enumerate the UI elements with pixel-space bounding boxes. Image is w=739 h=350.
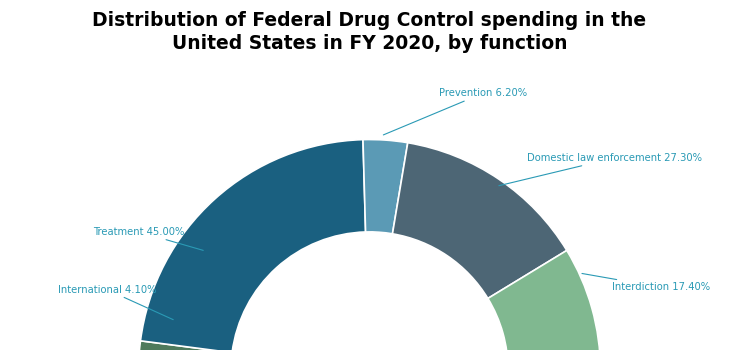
Text: Interdiction 17.40%: Interdiction 17.40% [582,273,710,292]
Wedge shape [488,250,601,350]
Text: Domestic law enforcement 27.30%: Domestic law enforcement 27.30% [499,153,701,186]
Text: Distribution of Federal Drug Control spending in the
United States in FY 2020, b: Distribution of Federal Drug Control spe… [92,10,647,53]
Wedge shape [392,143,567,299]
Wedge shape [139,341,232,350]
Text: Prevention 6.20%: Prevention 6.20% [384,88,527,135]
Wedge shape [363,140,408,234]
Text: Treatment 45.00%: Treatment 45.00% [93,227,203,250]
Wedge shape [140,140,366,350]
Text: International 4.10%: International 4.10% [58,285,173,320]
